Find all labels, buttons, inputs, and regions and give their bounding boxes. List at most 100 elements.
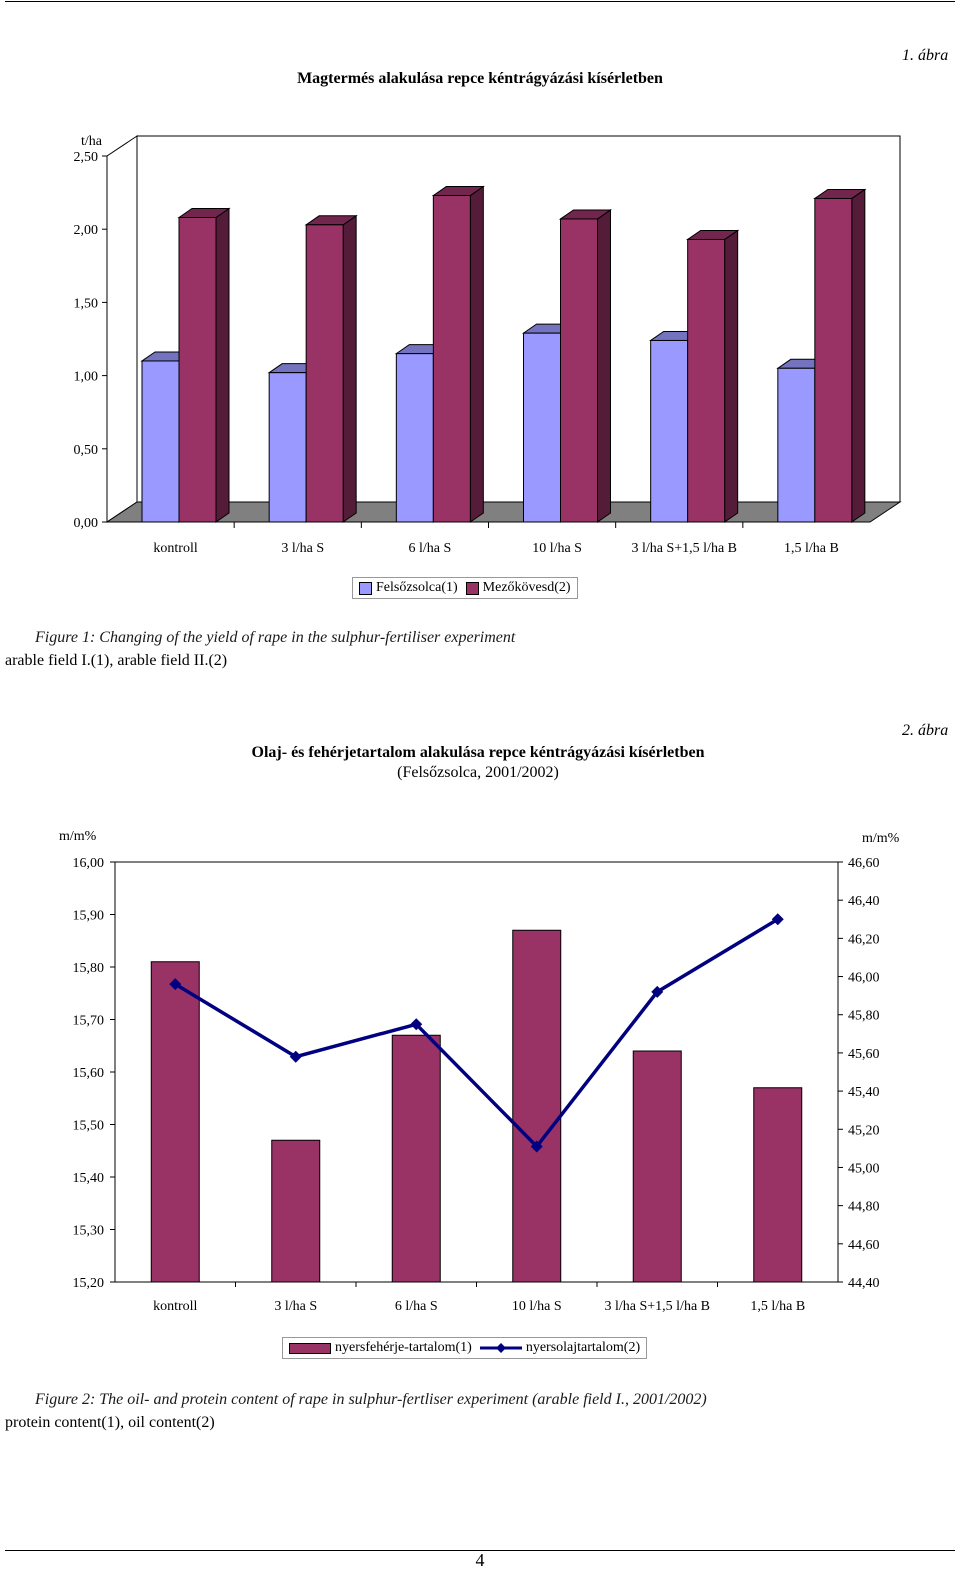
- bar-protein: [391, 1034, 441, 1283]
- y2-tick-label: 45,40: [848, 1085, 880, 1100]
- x-tick-label: 1,5 l/ha B: [784, 541, 839, 556]
- figure2-caption: Figure 2: The oil- and protein content o…: [35, 1391, 707, 1408]
- figure2-chart: m/m% m/m% 15,20 15,30 15,40 15,50 15,60 15,70 15…: [59, 829, 900, 1314]
- bar-front: [268, 372, 307, 523]
- figure1-label: 1. ábra: [902, 47, 949, 64]
- x-tick-label: 6 l/ha S: [409, 541, 452, 556]
- figure2-label: 2. ábra: [902, 722, 949, 739]
- bar-front: [777, 367, 816, 523]
- x-tick-label: 3 l/ha S: [274, 1299, 317, 1314]
- y-tick-label: 15,90: [73, 909, 105, 924]
- bar-front: [432, 195, 471, 523]
- bar-front: [560, 218, 598, 523]
- figure1-legend: Felsőzsolca(1) Mezőkövesd(2): [352, 577, 578, 599]
- bar-mezokovesd: [177, 207, 231, 523]
- figure2-title-line2: (Felsőzsolca, 2001/2002): [397, 764, 559, 781]
- y-tick-label: 15,50: [73, 1119, 105, 1134]
- legend-item-felsozsolca: Felsőzsolca(1): [359, 580, 458, 596]
- bar-front: [141, 360, 180, 523]
- y2-tick-label: 45,20: [848, 1123, 880, 1138]
- bar-protein: [271, 1139, 321, 1283]
- bar-mezokovesd: [304, 214, 358, 523]
- bar-side: [215, 207, 230, 523]
- point-oil: [169, 978, 182, 991]
- bar-protein: [632, 1050, 682, 1283]
- legend-item-protein: nyersfehérje-tartalom(1): [289, 1340, 472, 1356]
- figure1-title: Magtermés alakulása repce kéntrágyázási …: [297, 70, 663, 87]
- y-tick-label: 2,50: [74, 150, 99, 165]
- figure2-legend: nyersfehérje-tartalom(1) nyersolajtartal…: [282, 1337, 648, 1359]
- bar-mezokovesd: [558, 208, 613, 523]
- y2-tick-label: 46,00: [848, 971, 880, 986]
- y-axis-label: m/m%: [59, 829, 97, 844]
- point-oil: [530, 1140, 543, 1153]
- bar-protein: [753, 1087, 803, 1283]
- point-oil: [651, 985, 664, 998]
- y-tick-label: 1,00: [74, 370, 99, 385]
- bar-front: [650, 339, 689, 523]
- legend-swatch-mezokovesd: [465, 581, 479, 595]
- bar-mezokovesd: [686, 229, 740, 523]
- bar-side: [469, 185, 484, 523]
- legend-label-mezokovesd: Mezőkövesd(2): [482, 580, 571, 595]
- y2-axis-label: m/m%: [862, 831, 900, 846]
- legend-label-felsozsolca: Felsőzsolca(1): [376, 580, 458, 595]
- x-tick-label: 3 l/ha S+1,5 l/ha B: [631, 541, 737, 556]
- bar-mezokovesd: [431, 185, 485, 523]
- legend-item-mezokovesd: Mezőkövesd(2): [465, 580, 571, 596]
- y2-tick-label: 46,60: [848, 856, 880, 871]
- point-oil: [410, 1018, 423, 1031]
- bar-side: [724, 229, 739, 523]
- figure2-caption-sub: protein content(1), oil content(2): [5, 1414, 215, 1431]
- y-tick-label: 2,00: [74, 223, 99, 238]
- y2-tick-label: 45,60: [848, 1047, 880, 1062]
- y-axis-label: t/ha: [81, 134, 103, 149]
- y-tick-label: 15,40: [73, 1171, 105, 1186]
- side-wall: [106, 135, 138, 523]
- bar-side: [597, 208, 611, 523]
- legend-item-oil: nyersolajtartalom(2): [479, 1340, 640, 1356]
- page-number: 4: [475, 1550, 485, 1570]
- y2-tick-label: 44,80: [848, 1200, 880, 1215]
- x-tick-label: 3 l/ha S: [281, 541, 324, 556]
- x-tick-label: 3 l/ha S+1,5 l/ha B: [604, 1299, 710, 1314]
- x-tick-label: 6 l/ha S: [395, 1299, 438, 1314]
- figure2-title-line1: Olaj- és fehérjetartalom alakulása repce…: [251, 744, 705, 761]
- y2-tick-label: 46,40: [848, 894, 880, 909]
- y-tick-label: 1,50: [74, 296, 99, 311]
- y2-tick-label: 45,00: [848, 1161, 880, 1176]
- legend-label-protein: nyersfehérje-tartalom(1): [335, 1340, 472, 1355]
- figure1-caption: Figure 1: Changing of the yield of rape …: [35, 629, 516, 646]
- y-tick-label: 15,20: [73, 1276, 105, 1291]
- bar-front: [395, 353, 434, 523]
- bar-protein: [150, 961, 200, 1283]
- x-tick-label: kontroll: [153, 1299, 197, 1314]
- point-oil: [771, 913, 784, 926]
- bar-front: [687, 238, 726, 523]
- figure1-chart: 0,00 0,50 1,00 1,50 2,00 2,50t/ha kontroll 3 l/…: [74, 134, 902, 556]
- bar-protein: [512, 929, 562, 1283]
- bar-front: [814, 197, 853, 523]
- bottom-rule: [5, 1550, 955, 1551]
- y2-tick-label: 45,80: [848, 1009, 880, 1024]
- bar-side: [851, 188, 866, 523]
- bar-mezokovesd: [813, 188, 867, 523]
- x-tick-label: 10 l/ha S: [512, 1299, 562, 1314]
- y2-tick-label: 46,20: [848, 932, 880, 947]
- bar-side: [342, 214, 357, 523]
- y-tick-label: 0,00: [74, 516, 99, 531]
- figure2-title: Olaj- és fehérjetartalom alakulása repce…: [140, 744, 816, 782]
- legend-swatch-protein: [289, 1342, 331, 1354]
- y-tick-label: 15,60: [73, 1066, 105, 1081]
- y2-tick-label: 44,40: [848, 1276, 880, 1291]
- x-tick-label: 10 l/ha S: [532, 541, 582, 556]
- legend-swatch-felsozsolca: [359, 581, 372, 595]
- point-oil: [289, 1050, 302, 1063]
- line-oil: [174, 917, 779, 1150]
- bar-front: [305, 224, 344, 523]
- figure1-caption-sub: arable field I.(1), arable field II.(2): [5, 652, 228, 669]
- bar-front: [178, 216, 217, 523]
- y-tick-label: 16,00: [73, 856, 105, 871]
- x-tick-label: kontroll: [153, 541, 197, 556]
- legend-marker-oil: [479, 1343, 522, 1353]
